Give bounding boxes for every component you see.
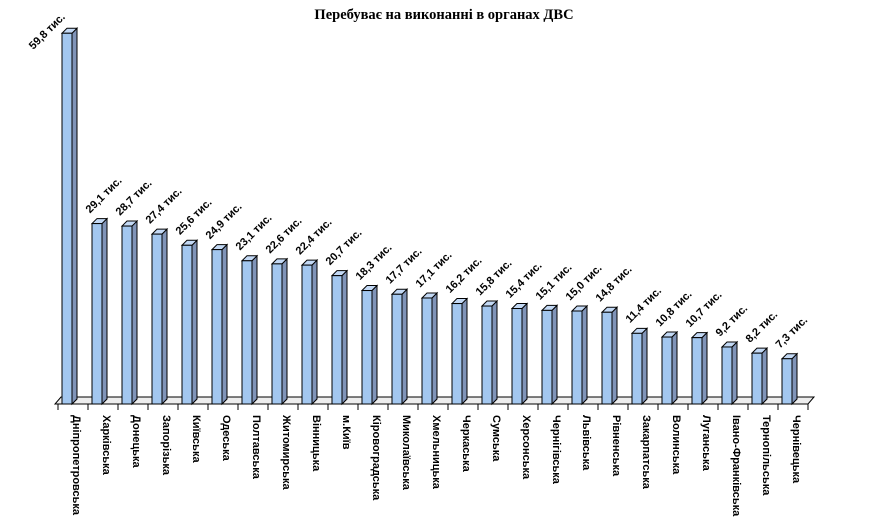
value-label: 9,2 тис.: [714, 303, 751, 340]
bar-side-face: [371, 284, 378, 406]
bar: [631, 332, 643, 405]
bar: [721, 346, 733, 405]
bar: [781, 358, 793, 405]
bar: [91, 223, 103, 405]
category-label: Одеська: [220, 415, 232, 462]
category-label: Чернівецька: [790, 415, 802, 484]
bar: [451, 303, 463, 405]
bar-side-face: [221, 243, 228, 406]
bar: [601, 311, 613, 405]
bar: [331, 275, 343, 405]
bar-side-face: [281, 257, 288, 406]
category-label: Житомирська: [280, 414, 292, 491]
bar-side-face: [131, 219, 138, 406]
category-label: Рівненська: [610, 415, 622, 477]
category-label: Дніпропетровська: [70, 415, 82, 516]
value-label: 27,4 тис.: [144, 185, 185, 226]
category-label: Чернігівська: [550, 415, 562, 485]
bar-side-face: [101, 217, 108, 406]
category-label: Тернопільська: [760, 415, 772, 496]
bar-side-face: [71, 27, 78, 406]
bar-side-face: [731, 340, 738, 406]
category-label: Сумська: [490, 415, 502, 462]
category-label: Херсонська: [520, 415, 532, 480]
category-label: Харківська: [100, 415, 112, 476]
bar-side-face: [701, 331, 708, 406]
bar: [571, 310, 583, 405]
bar-side-face: [491, 299, 498, 406]
category-label: Івано-Франківська: [730, 415, 742, 517]
value-label: 8,2 тис.: [744, 309, 781, 346]
bar: [661, 336, 673, 405]
bar: [211, 249, 223, 405]
bar-side-face: [461, 297, 468, 406]
bar: [361, 290, 373, 405]
bar-side-face: [791, 352, 798, 406]
bar-side-face: [191, 239, 198, 406]
bar: [241, 260, 253, 405]
category-label: Луганська: [700, 415, 712, 472]
bar-side-face: [611, 306, 618, 406]
bar-side-face: [311, 258, 318, 406]
category-label: Черкаська: [460, 415, 472, 473]
category-label: Кіровоградська: [370, 415, 382, 501]
chart-title: Перебуває на виконанні в органах ДВС: [314, 7, 574, 23]
bar-side-face: [671, 330, 678, 406]
bar: [61, 32, 73, 405]
category-label: Львівська: [580, 415, 592, 471]
bar-side-face: [431, 291, 438, 406]
bar-side-face: [161, 227, 168, 406]
bar-side-face: [551, 304, 558, 406]
bar: [121, 225, 133, 405]
category-label: Київська: [190, 415, 202, 463]
bar-side-face: [761, 346, 768, 406]
bar: [271, 263, 283, 405]
bar: [691, 337, 703, 405]
value-label: 20,7 тис.: [324, 227, 365, 268]
category-label: Полтавська: [250, 415, 262, 480]
bar: [481, 305, 493, 405]
category-label: м.Київ: [340, 415, 352, 450]
bar-side-face: [641, 327, 648, 406]
bar-side-face: [581, 304, 588, 406]
bar-side-face: [251, 254, 258, 406]
category-label: Хмельницька: [430, 415, 442, 490]
bar: [541, 309, 553, 405]
category-label: Донецька: [130, 415, 142, 468]
category-label: Миколаївська: [400, 415, 412, 491]
bar-side-face: [341, 269, 348, 406]
bar: [151, 233, 163, 405]
category-label: Волинська: [670, 415, 682, 475]
bar: [511, 308, 523, 405]
bar-side-face: [521, 302, 528, 406]
category-label: Вінницька: [310, 415, 322, 472]
category-label: Запорізька: [160, 415, 172, 476]
value-label: 7,3 тис.: [774, 314, 811, 351]
bar: [391, 293, 403, 405]
bar: [751, 352, 763, 405]
bar: [421, 297, 433, 405]
bar: [301, 264, 313, 405]
bar: [181, 244, 193, 405]
category-label: Закарпатська: [640, 415, 652, 490]
bar-side-face: [401, 288, 408, 406]
